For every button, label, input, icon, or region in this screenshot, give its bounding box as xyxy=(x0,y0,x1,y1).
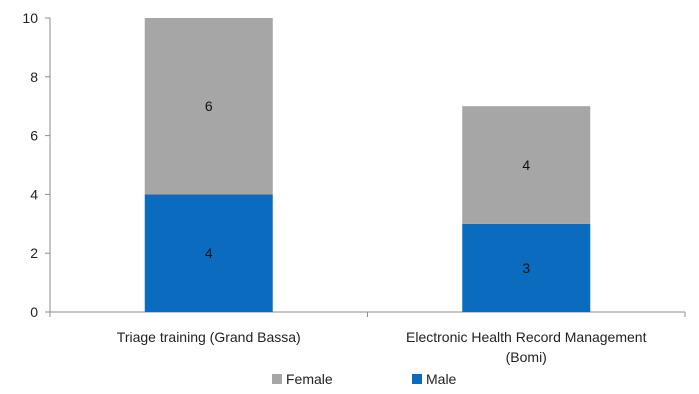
legend-label-female: Female xyxy=(286,371,333,387)
x-category-label: Electronic Health Record Management (Bomi… xyxy=(406,329,647,365)
y-tick-label: 8 xyxy=(30,69,38,85)
bar-segment-male xyxy=(462,223,591,312)
data-label-male: 4 xyxy=(205,245,213,261)
y-tick-label: 0 xyxy=(30,304,38,320)
x-category-label: Triage training (Grand Bassa) xyxy=(117,329,301,345)
y-tick-label: 6 xyxy=(30,128,38,144)
data-label-female: 4 xyxy=(522,157,530,173)
legend-swatch-male xyxy=(412,374,422,384)
x-category-label-line: Triage training (Grand Bassa) xyxy=(117,329,301,345)
data-label-female: 6 xyxy=(205,98,213,114)
x-category-label-line: Electronic Health Record Management xyxy=(406,329,647,345)
y-tick-label: 10 xyxy=(22,10,38,26)
bar-segment-female xyxy=(462,106,591,224)
bar-segment-male xyxy=(144,194,273,312)
legend-label-male: Male xyxy=(426,371,457,387)
legend-swatch-female xyxy=(272,374,282,384)
bar-segment-female xyxy=(144,18,273,195)
x-category-label-line: (Bomi) xyxy=(506,349,547,365)
y-tick-label: 2 xyxy=(30,245,38,261)
y-tick-label: 4 xyxy=(30,186,38,202)
data-label-male: 3 xyxy=(522,260,530,276)
